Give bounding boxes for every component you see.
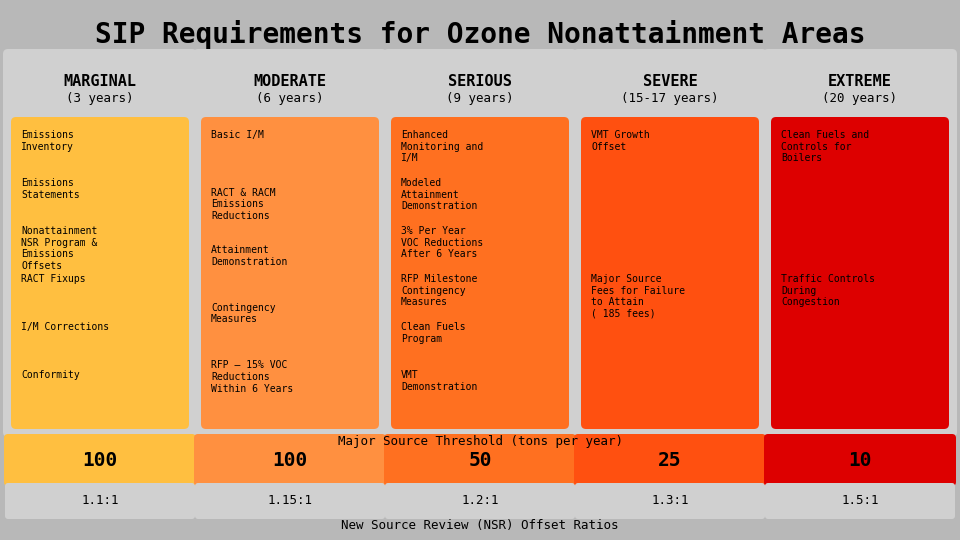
FancyBboxPatch shape	[193, 49, 387, 437]
FancyBboxPatch shape	[574, 434, 766, 486]
Text: (15-17 years): (15-17 years)	[621, 92, 719, 105]
FancyBboxPatch shape	[383, 49, 577, 437]
Text: Major Source Threshold (tons per year): Major Source Threshold (tons per year)	[338, 435, 622, 448]
FancyBboxPatch shape	[385, 483, 575, 519]
Text: 1.5:1: 1.5:1	[841, 495, 878, 508]
Text: Modeled
Attainment
Demonstration: Modeled Attainment Demonstration	[401, 178, 477, 211]
Text: 100: 100	[83, 450, 118, 469]
FancyBboxPatch shape	[11, 117, 189, 429]
Text: SERIOUS: SERIOUS	[448, 74, 512, 89]
Text: Clean Fuels
Program: Clean Fuels Program	[401, 322, 466, 343]
Text: Emissions
Statements: Emissions Statements	[21, 178, 80, 200]
FancyBboxPatch shape	[5, 483, 195, 519]
FancyBboxPatch shape	[575, 483, 765, 519]
Text: SEVERE: SEVERE	[642, 74, 697, 89]
Text: 3% Per Year
VOC Reductions
After 6 Years: 3% Per Year VOC Reductions After 6 Years	[401, 226, 483, 259]
Text: RACT Fixups: RACT Fixups	[21, 274, 85, 284]
FancyBboxPatch shape	[201, 117, 379, 429]
FancyBboxPatch shape	[194, 434, 386, 486]
Text: RACT & RACM
Emissions
Reductions: RACT & RACM Emissions Reductions	[211, 187, 276, 221]
FancyBboxPatch shape	[765, 483, 955, 519]
Text: 1.3:1: 1.3:1	[651, 495, 688, 508]
Text: Basic I/M: Basic I/M	[211, 130, 264, 140]
Text: 25: 25	[659, 450, 682, 469]
Text: I/M Corrections: I/M Corrections	[21, 322, 109, 332]
Text: VMT
Demonstration: VMT Demonstration	[401, 370, 477, 392]
Text: (9 years): (9 years)	[446, 92, 514, 105]
Text: 100: 100	[273, 450, 307, 469]
Text: MARGINAL: MARGINAL	[63, 74, 136, 89]
FancyBboxPatch shape	[4, 434, 196, 486]
Text: Conformity: Conformity	[21, 370, 80, 380]
FancyBboxPatch shape	[3, 49, 197, 437]
FancyBboxPatch shape	[384, 434, 576, 486]
Text: New Source Review (NSR) Offset Ratios: New Source Review (NSR) Offset Ratios	[341, 519, 619, 532]
Text: Contingency
Measures: Contingency Measures	[211, 303, 276, 325]
Text: RFP Milestone
Contingency
Measures: RFP Milestone Contingency Measures	[401, 274, 477, 307]
FancyBboxPatch shape	[771, 117, 949, 429]
Text: Attainment
Demonstration: Attainment Demonstration	[211, 245, 287, 267]
Text: EXTREME: EXTREME	[828, 74, 892, 89]
Text: 50: 50	[468, 450, 492, 469]
Text: Nonattainment
NSR Program &
Emissions
Offsets: Nonattainment NSR Program & Emissions Of…	[21, 226, 97, 271]
Text: Major Source
Fees for Failure
to Attain
( 185 fees): Major Source Fees for Failure to Attain …	[591, 274, 685, 319]
Text: Traffic Controls
During
Congestion: Traffic Controls During Congestion	[781, 274, 875, 307]
Text: 10: 10	[849, 450, 872, 469]
Text: 1.15:1: 1.15:1	[268, 495, 313, 508]
Text: SIP Requirements for Ozone Nonattainment Areas: SIP Requirements for Ozone Nonattainment…	[95, 20, 865, 49]
Text: (3 years): (3 years)	[66, 92, 133, 105]
Text: RFP – 15% VOC
Reductions
Within 6 Years: RFP – 15% VOC Reductions Within 6 Years	[211, 360, 293, 394]
FancyBboxPatch shape	[764, 434, 956, 486]
Text: (20 years): (20 years)	[823, 92, 898, 105]
Text: Clean Fuels and
Controls for
Boilers: Clean Fuels and Controls for Boilers	[781, 130, 869, 163]
Text: (6 years): (6 years)	[256, 92, 324, 105]
FancyBboxPatch shape	[763, 49, 957, 437]
FancyBboxPatch shape	[391, 117, 569, 429]
Text: Emissions
Inventory: Emissions Inventory	[21, 130, 74, 152]
Text: 1.1:1: 1.1:1	[82, 495, 119, 508]
Text: 1.2:1: 1.2:1	[461, 495, 499, 508]
Text: Enhanced
Monitoring and
I/M: Enhanced Monitoring and I/M	[401, 130, 483, 163]
FancyBboxPatch shape	[573, 49, 767, 437]
FancyBboxPatch shape	[195, 483, 385, 519]
FancyBboxPatch shape	[581, 117, 759, 429]
Text: VMT Growth
Offset: VMT Growth Offset	[591, 130, 650, 152]
Text: MODERATE: MODERATE	[253, 74, 326, 89]
